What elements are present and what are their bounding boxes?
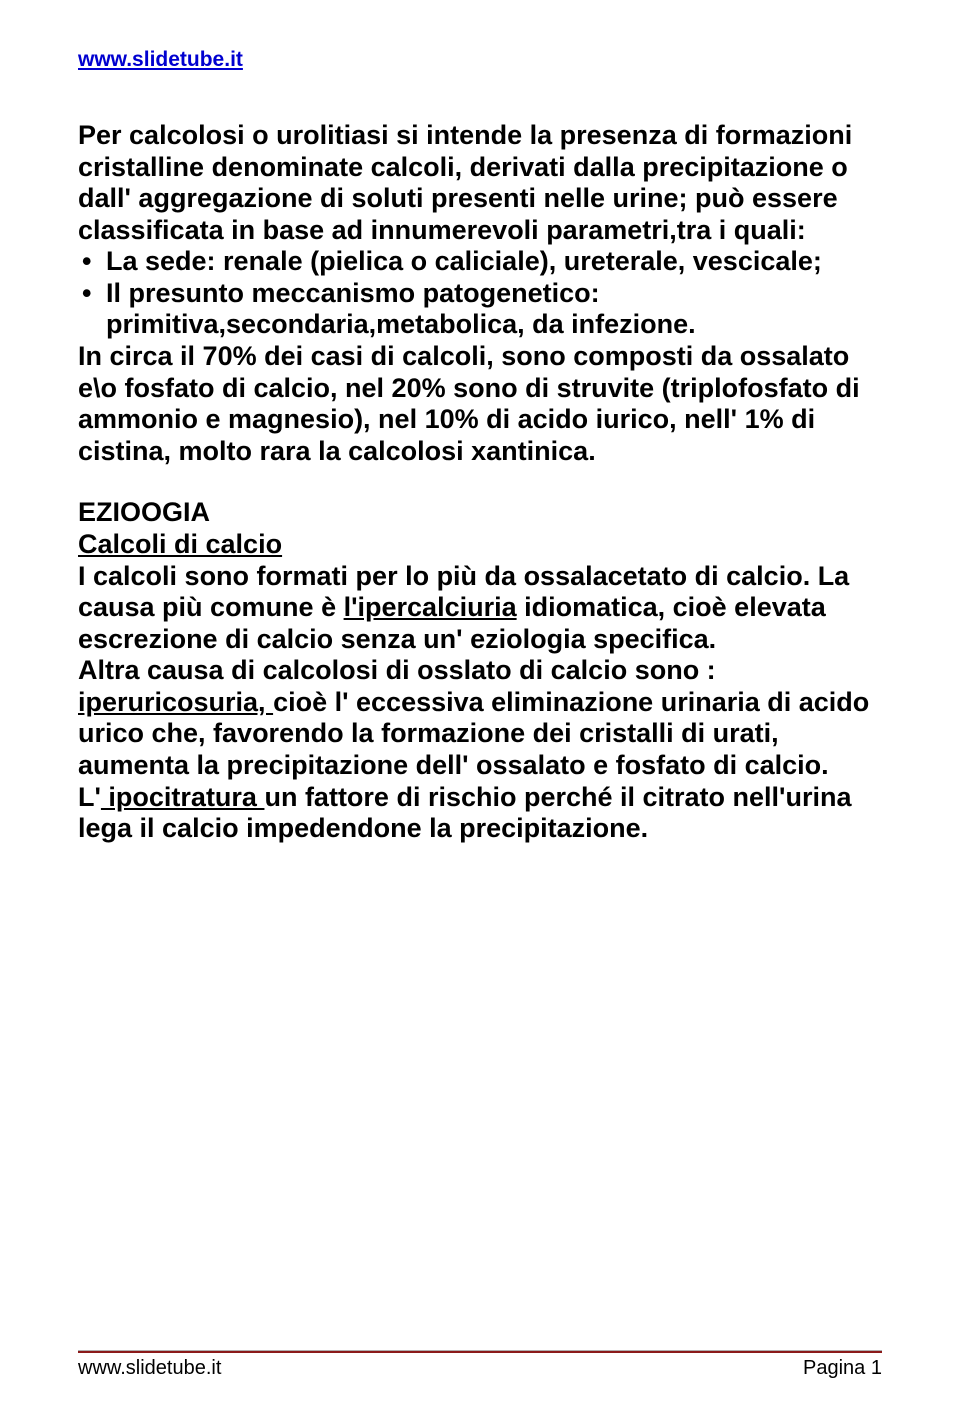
footer-page-number: Pagina 1 <box>803 1357 882 1380</box>
paragraph: I calcoli sono formati per lo più da oss… <box>78 561 882 656</box>
text-run: L' <box>78 782 101 812</box>
section-subheading: Calcoli di calcio <box>78 529 882 561</box>
list-item: La sede: renale (pielica o caliciale), u… <box>78 246 882 278</box>
page-footer: www.slidetube.it Pagina 1 <box>78 1350 882 1380</box>
intro-paragraph: Per calcolosi o urolitiasi si intende la… <box>78 120 882 246</box>
header-link[interactable]: www.slidetube.it <box>78 48 882 72</box>
bullet-list: La sede: renale (pielica o caliciale), u… <box>78 246 882 341</box>
footer-url: www.slidetube.it <box>78 1357 221 1380</box>
list-item: Il presunto meccanismo patogenetico: pri… <box>78 278 882 341</box>
section-heading: EZIOOGIA <box>78 497 882 529</box>
paragraph: Altra causa di calcolosi di osslato di c… <box>78 655 882 781</box>
paragraph: L' ipocitratura un fattore di rischio pe… <box>78 782 882 845</box>
after-bullets-paragraph: In circa il 70% dei casi di calcoli, son… <box>78 341 882 467</box>
underlined-term: l'ipercalciuria <box>344 592 517 622</box>
text-run: Altra causa di calcolosi di osslato di c… <box>78 655 716 685</box>
footer-divider <box>78 1350 882 1353</box>
underlined-term: ipocitratura <box>101 782 265 812</box>
underlined-term: iperuricosuria, <box>78 687 273 717</box>
document-body: Per calcolosi o urolitiasi si intende la… <box>78 120 882 845</box>
